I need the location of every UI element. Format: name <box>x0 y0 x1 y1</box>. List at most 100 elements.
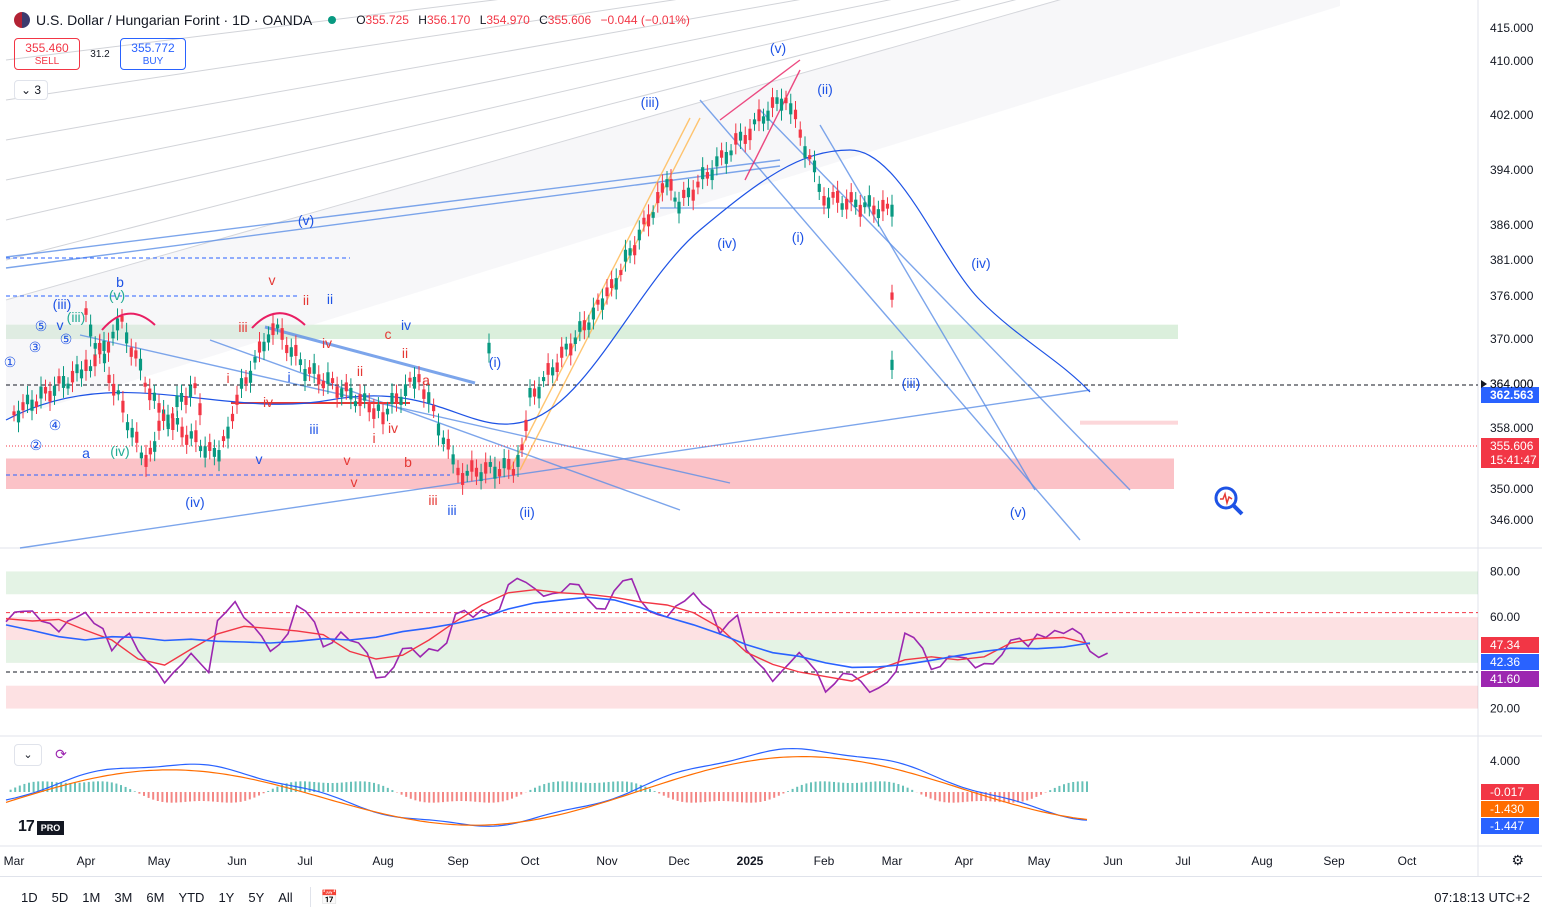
wave-label: ⑤ <box>35 318 48 334</box>
candle-body <box>134 350 138 359</box>
trend-line <box>5 165 781 269</box>
candle-body <box>175 417 180 425</box>
range-button-3m[interactable]: 3M <box>114 889 133 905</box>
candle-body <box>569 343 573 356</box>
candle-body <box>188 385 193 397</box>
range-button-all[interactable]: All <box>278 889 293 905</box>
candle-body <box>39 386 43 399</box>
range-button-6m[interactable]: 6M <box>146 889 165 905</box>
magnifier-icon[interactable] <box>1214 486 1244 516</box>
candle-body <box>138 358 143 371</box>
candle-body <box>143 382 147 387</box>
candle-body <box>863 202 867 208</box>
candle-body <box>266 334 271 343</box>
candle-body <box>193 383 197 389</box>
candle-body <box>784 97 788 104</box>
candle-body <box>808 155 812 160</box>
candle-body <box>628 248 632 256</box>
range-button-5d[interactable]: 5D <box>51 889 69 905</box>
candle-body <box>507 458 511 470</box>
candle-body <box>170 413 175 419</box>
time-axis-label: Jul <box>1175 854 1190 868</box>
gear-icon[interactable]: ⚙ <box>1511 852 1524 868</box>
calendar-icon[interactable]: 📅 <box>320 888 339 905</box>
wave-label: i <box>372 430 375 446</box>
sell-price: 355.460 <box>25 41 69 55</box>
candle-body <box>194 430 198 443</box>
candle-body <box>148 447 152 455</box>
candle-body <box>564 343 568 350</box>
range-button-1y[interactable]: 1Y <box>218 889 235 905</box>
candle-body <box>446 438 450 450</box>
wave-label: ③ <box>29 339 42 355</box>
candle-body <box>179 392 184 402</box>
time-axis-label: Mar <box>4 854 25 868</box>
range-button-ytd[interactable]: YTD <box>178 889 205 905</box>
candle-body <box>285 344 289 354</box>
channel-line <box>5 0 962 221</box>
candle-body <box>646 214 651 227</box>
wave-label: i <box>287 369 290 385</box>
range-button-1m[interactable]: 1M <box>82 889 101 905</box>
candle-body <box>633 245 637 256</box>
candle-body <box>775 97 779 104</box>
candle-body <box>757 109 761 122</box>
rsi-value-bg <box>1481 671 1539 687</box>
candle-body <box>573 337 577 344</box>
wave-label: (v) <box>109 287 125 303</box>
collapse-pane-button[interactable]: ⌄ <box>14 744 42 766</box>
candle-body <box>217 450 221 462</box>
range-button-1d[interactable]: 1D <box>21 889 38 905</box>
time-axis-label: Apr <box>955 854 974 868</box>
trend-line <box>19 389 1091 549</box>
candle-body <box>399 396 403 405</box>
time-axis-label: May <box>148 854 171 868</box>
candle-body <box>307 367 312 374</box>
refresh-icon[interactable]: ⟳ <box>48 744 74 764</box>
candle-body <box>673 197 677 202</box>
current-price-bg <box>1481 438 1539 468</box>
candle-body <box>881 199 885 212</box>
candle-body <box>516 454 520 467</box>
wave-label: iii <box>238 319 247 335</box>
candle-body <box>493 466 497 479</box>
chevron-down-icon: ⌄ <box>21 83 32 97</box>
symbol-title[interactable]: U.S. Dollar / Hungarian Forint · 1D · OA… <box>36 12 313 28</box>
wave-label: (ii) <box>519 504 535 520</box>
candle-body <box>511 468 515 476</box>
candle-body <box>474 467 479 477</box>
candle-body <box>720 150 724 158</box>
wave-label: (iii) <box>641 94 660 110</box>
candle-body <box>441 437 445 445</box>
candle-body <box>30 399 34 411</box>
wave-label: ① <box>4 354 17 370</box>
price-axis-tick: 381.000 <box>1490 253 1534 267</box>
price-axis-tick: 358.000 <box>1490 421 1534 435</box>
channel-line <box>5 0 677 101</box>
clock-readout[interactable]: 07:18:13 UTC+2 <box>1434 889 1530 905</box>
candle-body <box>344 382 348 392</box>
wave-label: iii <box>447 502 456 518</box>
indicators-collapse-button[interactable]: ⌄ 3 <box>14 80 49 100</box>
time-axis-label: May <box>1028 854 1051 868</box>
trend-line <box>759 109 1131 491</box>
sell-button[interactable]: 355.460 SELL <box>14 38 80 70</box>
wave-label: (iv) <box>110 443 129 459</box>
candle-body <box>198 403 202 416</box>
candle-body <box>21 402 25 411</box>
trend-line <box>719 59 801 121</box>
candle-body <box>770 97 775 108</box>
range-button-5y[interactable]: 5Y <box>248 889 265 905</box>
candle-body <box>427 392 431 404</box>
buy-button[interactable]: 355.772 BUY <box>120 38 186 70</box>
peak-arc <box>251 312 306 329</box>
candle-body <box>651 212 655 218</box>
wave-label: (iii) <box>67 309 86 325</box>
candle-body <box>367 402 371 413</box>
candle-body <box>461 473 465 485</box>
macd-value-label: -0.017 <box>1490 785 1524 799</box>
candle-body <box>600 298 605 310</box>
candle-body <box>487 342 491 354</box>
candle-body <box>106 341 111 353</box>
